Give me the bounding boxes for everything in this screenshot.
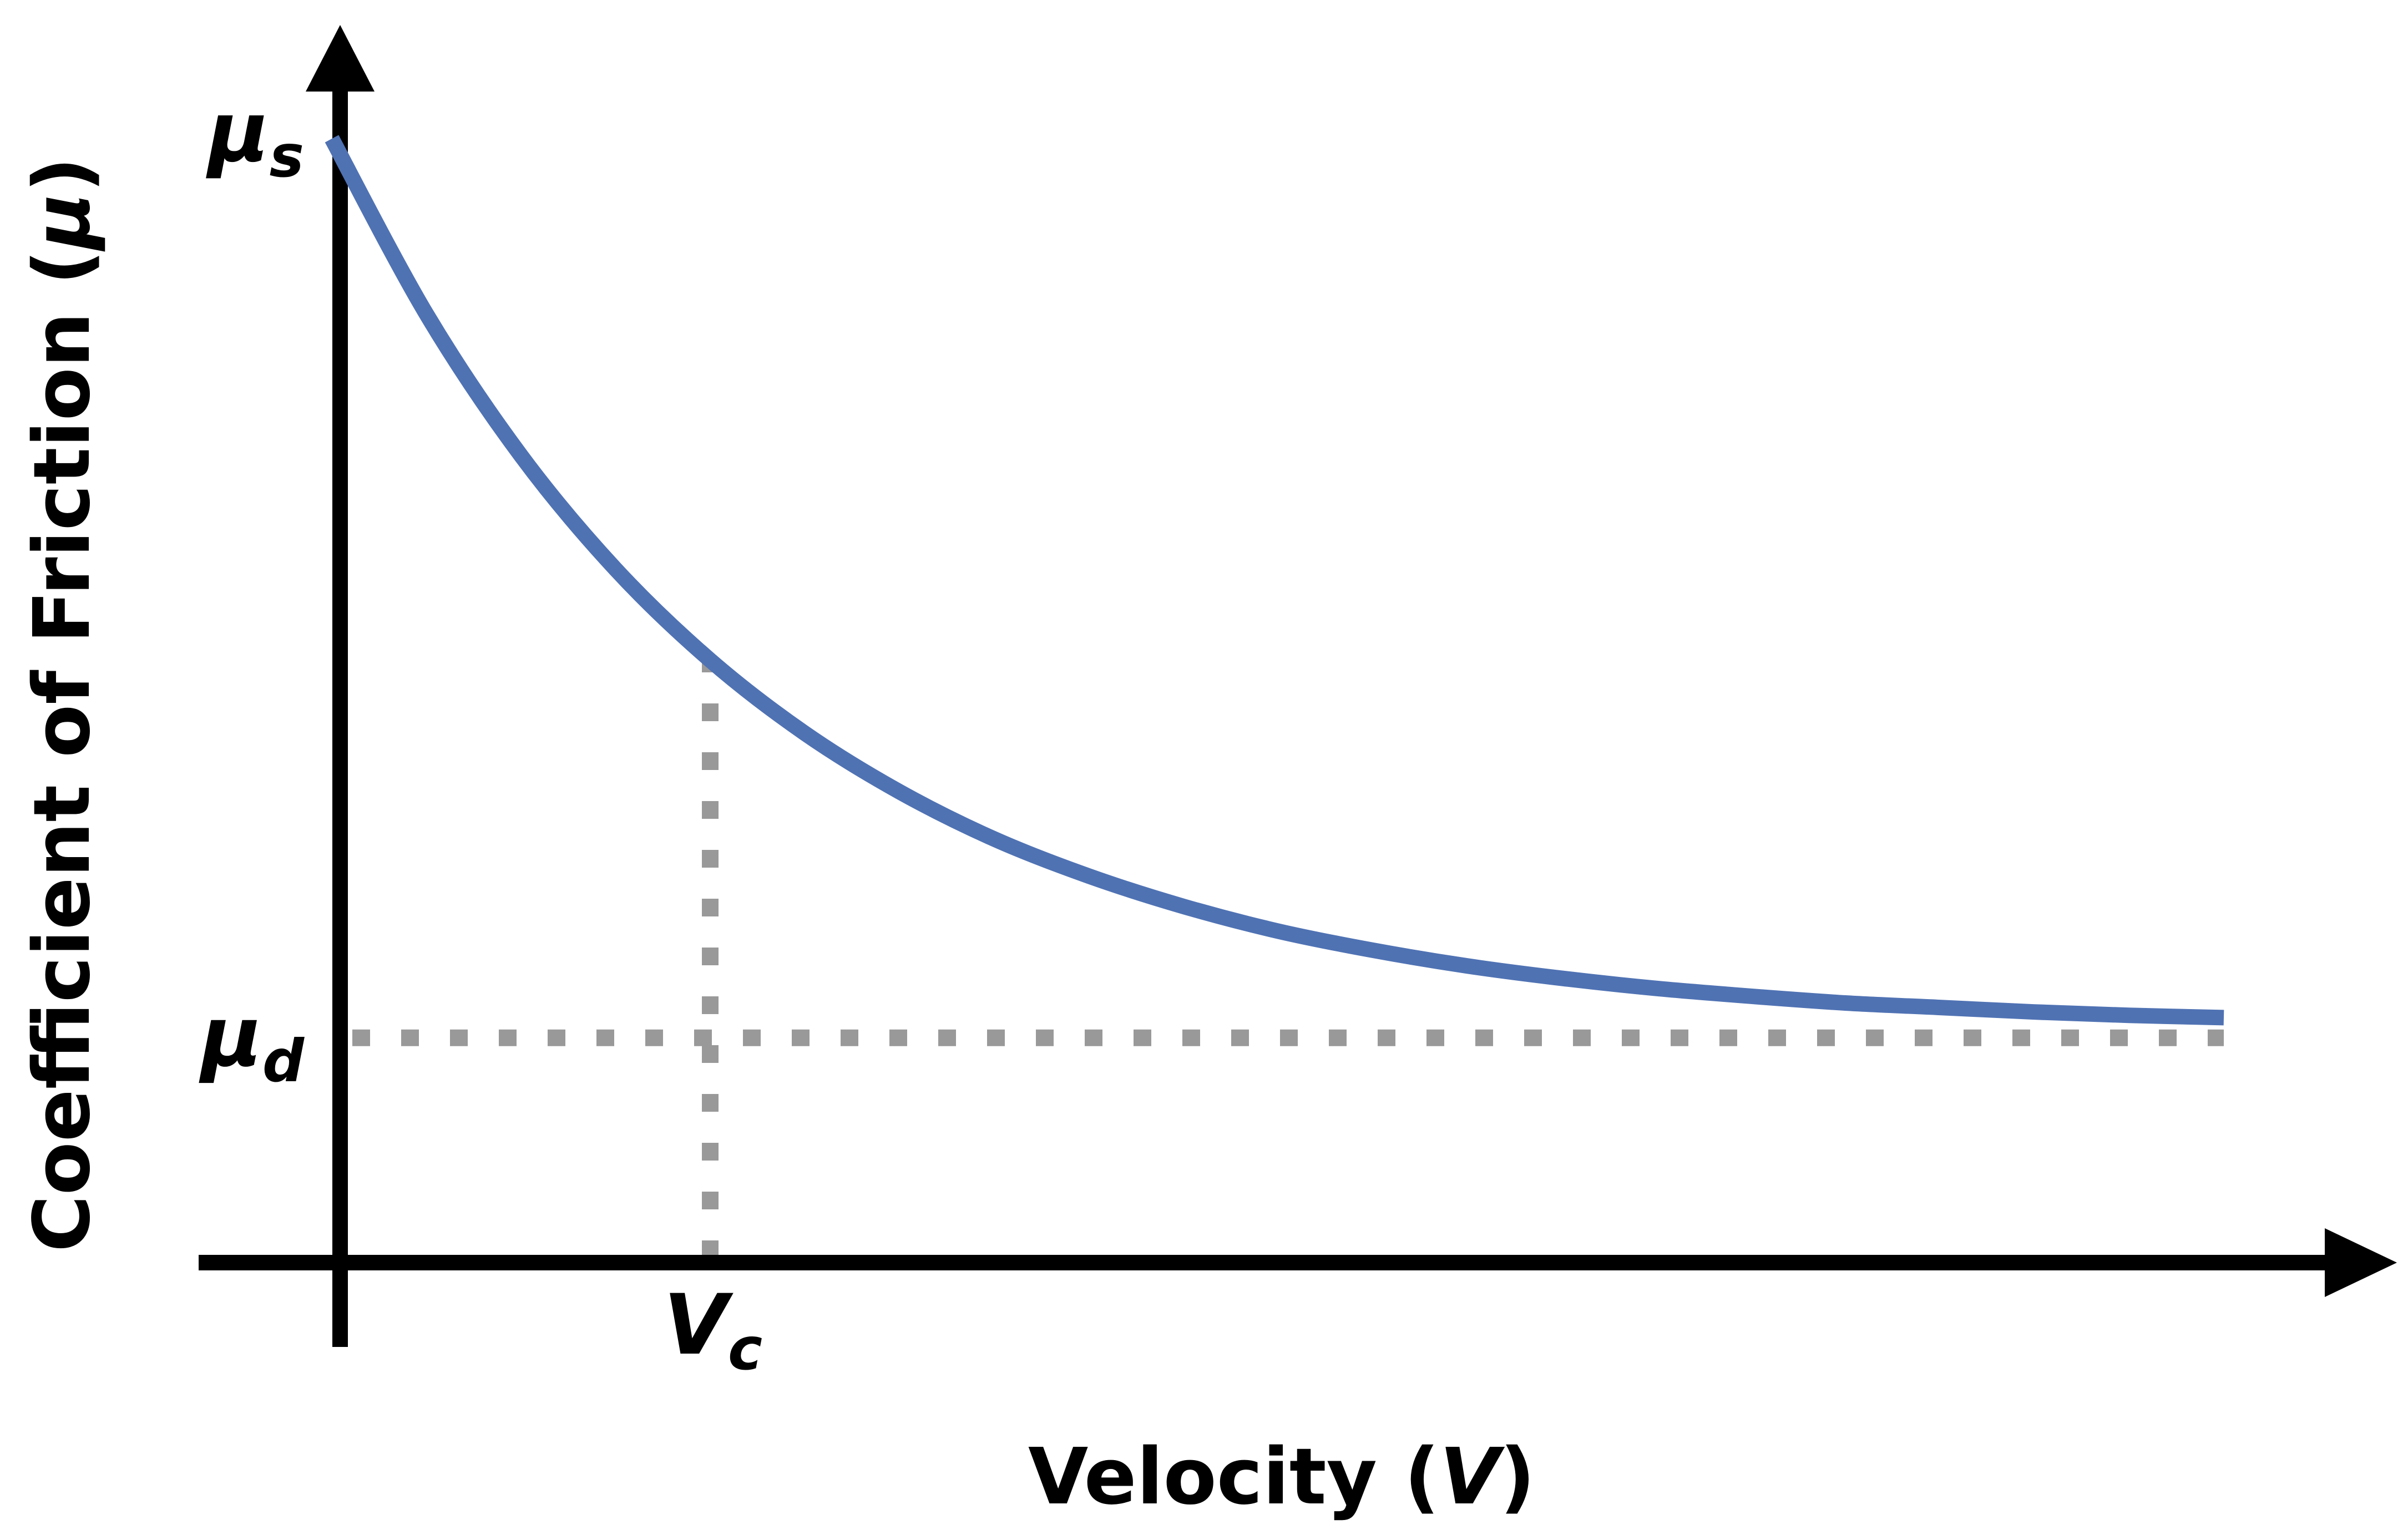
mu-d-label: μd [198, 989, 305, 1095]
mu-s-label: μs [205, 84, 304, 190]
y-axis-arrow [306, 25, 375, 92]
x-axis-title: Velocity (V) [1028, 1432, 1535, 1522]
x-axis-arrow [2325, 1228, 2397, 1297]
v-c-label: Vc [664, 1277, 762, 1383]
friction-curve [325, 135, 2224, 1026]
y-axis-title: Coefficient of Friction (μ) [17, 157, 108, 1252]
